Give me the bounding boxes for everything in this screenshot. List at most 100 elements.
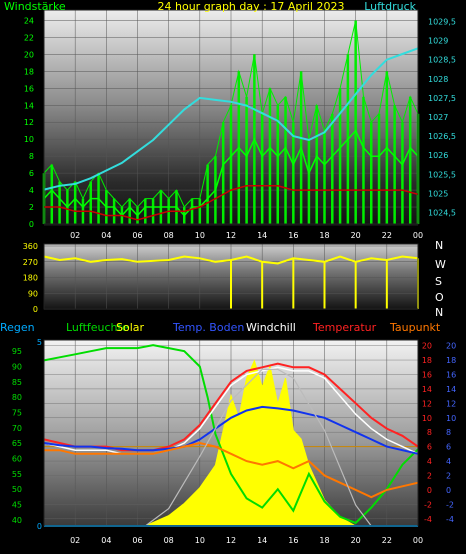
- legend-windchill: Windchill: [246, 321, 296, 334]
- pressure-axis-title: Luftdruck: [364, 0, 416, 13]
- panel3-x-tick: 12: [226, 536, 236, 545]
- pressure-tick-label: 1027: [428, 113, 448, 122]
- pressure-tick-label: 1024,5: [428, 209, 456, 218]
- temp-tick-label: 10: [422, 414, 432, 423]
- pressure-tick-label: 1025,5: [428, 170, 456, 179]
- soil-tick-label: 16: [446, 370, 456, 379]
- soil-tick-label: 20: [446, 342, 456, 351]
- dewpoint-line: [44, 441, 419, 499]
- panel1-x-tick: 06: [132, 231, 142, 240]
- pressure-tick-label: 1028: [428, 75, 448, 84]
- pressure-tick-label: 1026,5: [428, 132, 456, 141]
- humidity-tick-label: 85: [12, 378, 22, 387]
- panel3-x-tick: 00: [413, 536, 423, 545]
- soil-tick-label: 2: [446, 471, 451, 480]
- soil-tick-label: 8: [446, 428, 451, 437]
- pressure-line: [43, 47, 419, 191]
- wind-avg-line: [44, 185, 419, 221]
- soil-tick-label: -4: [446, 515, 454, 524]
- legend: Regen Luftfeuchte Solar Temp. Boden Wind…: [0, 321, 441, 334]
- temp-tick-label: 14: [422, 385, 432, 394]
- humidity-tick-label: 60: [12, 455, 22, 464]
- direction-tick-label: 180: [23, 274, 38, 283]
- pressure-tick-label: 1029: [428, 37, 448, 46]
- compass-label-n2: N: [435, 306, 443, 319]
- humidity-tick-label: 45: [12, 501, 22, 510]
- panel1-x-tick: 22: [382, 231, 392, 240]
- temp-tick-label: 6: [427, 443, 432, 452]
- humidity-tick-label: 70: [12, 424, 22, 433]
- temp-tick-label: 20: [422, 342, 432, 351]
- wind-tick-label: 12: [24, 118, 34, 127]
- pressure-tick-label: 1025: [428, 189, 448, 198]
- panel3-x-tick: 20: [351, 536, 361, 545]
- wind-tick-label: 6: [29, 169, 34, 178]
- humidity-tick-label: 80: [12, 393, 22, 402]
- legend-taupunkt: Taupunkt: [389, 321, 441, 334]
- rain-tick-label: 5: [37, 338, 42, 347]
- panel3-x-tick: 14: [257, 536, 267, 545]
- direction-tick-label: 360: [23, 242, 38, 251]
- soil-tick-label: 18: [446, 356, 456, 365]
- panel1-x-tick: 02: [70, 231, 80, 240]
- temp-tick-label: 2: [427, 471, 432, 480]
- panel1-x-tick: 00: [413, 231, 423, 240]
- legend-temperatur: Temperatur: [312, 321, 377, 334]
- wind-tick-label: 4: [29, 186, 34, 195]
- panel3-x-tick: 16: [288, 536, 298, 545]
- humidity-tick-label: 75: [12, 409, 22, 418]
- panel3-x-tick: 18: [319, 536, 329, 545]
- legend-solar: Solar: [116, 321, 145, 334]
- compass-label-n1: N: [435, 239, 443, 252]
- compass-label-o: O: [435, 291, 444, 304]
- theory-solar-line: [144, 368, 372, 527]
- windchill-line: [43, 366, 419, 455]
- humidity-tick-label: 95: [12, 347, 22, 356]
- wind-tick-label: 2: [29, 203, 34, 212]
- temp-tick-label: 0: [427, 486, 432, 495]
- temp-tick-label: -4: [424, 515, 432, 524]
- panel1-x-tick: 20: [351, 231, 361, 240]
- wind-tick-label: 10: [24, 135, 34, 144]
- soil-tick-label: 4: [446, 457, 451, 466]
- panel1-x-tick: 18: [319, 231, 329, 240]
- panel3-x-tick: 10: [195, 536, 205, 545]
- panel-border: [43, 243, 419, 310]
- panel1-x-tick: 04: [101, 231, 111, 240]
- rain-tick-label: 0: [37, 522, 42, 531]
- panel-border: [43, 9, 419, 225]
- wind-tick-label: 18: [24, 67, 34, 76]
- temp-tick-label: 8: [427, 428, 432, 437]
- panel3-x-tick: 02: [70, 536, 80, 545]
- direction-tick-label: 0: [33, 305, 38, 314]
- wind-tick-label: 0: [29, 220, 34, 229]
- wind-axis-title: Windstärke: [4, 0, 66, 13]
- wind-tick-label: 22: [24, 33, 34, 42]
- legend-luftfeuchte: Luftfeuchte: [66, 321, 129, 334]
- humidity-tick-label: 90: [12, 363, 22, 372]
- wind-tick-label: 20: [24, 50, 34, 59]
- panel1-x-tick: 12: [226, 231, 236, 240]
- wind-tick-label: 16: [24, 84, 34, 93]
- panel3-x-tick: 06: [132, 536, 142, 545]
- soil-tick-label: 6: [446, 443, 451, 452]
- legend-regen: Regen: [0, 321, 35, 334]
- soil-temp-line: [43, 405, 419, 455]
- pressure-tick-label: 1026: [428, 151, 448, 160]
- pressure-tick-label: 1027,5: [428, 94, 456, 103]
- pressure-tick-label: 1028,5: [428, 56, 456, 65]
- pressure-tick-label: 1029,5: [428, 18, 456, 27]
- temp-tick-label: 12: [422, 399, 432, 408]
- temp-tick-label: 16: [422, 370, 432, 379]
- panel-border: [43, 339, 419, 527]
- humidity-line: [43, 344, 419, 525]
- humidity-tick-label: 40: [12, 516, 22, 525]
- gust-line: [43, 20, 419, 208]
- humidity-tick-label: 50: [12, 485, 22, 494]
- panel1-x-tick: 16: [288, 231, 298, 240]
- wind-line: [43, 129, 419, 217]
- temp-tick-label: 18: [422, 356, 432, 365]
- humidity-tick-label: 55: [12, 470, 22, 479]
- panel3-x-tick: 22: [382, 536, 392, 545]
- panel3-x-tick: 04: [101, 536, 111, 545]
